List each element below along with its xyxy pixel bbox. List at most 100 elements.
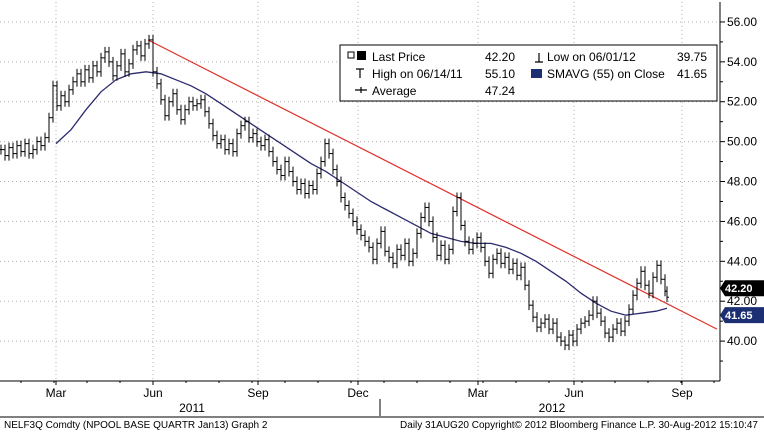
- price-bar: [527, 280, 531, 311]
- price-bar: [571, 330, 575, 347]
- last-price-tag: 42.20: [720, 280, 764, 297]
- legend: Last Price 42.20 Low on 06/01/12 39.75 H…: [339, 44, 718, 102]
- price-bar: [159, 78, 163, 105]
- price-bar: [331, 148, 335, 175]
- price-bar: [163, 94, 167, 121]
- footer-copyright: Daily 31AUG20 Copyright© 2012 Bloomberg …: [400, 420, 758, 431]
- price-bars: [0, 34, 669, 351]
- price-bar: [431, 216, 435, 243]
- price-bar: [443, 240, 447, 265]
- price-bar: [59, 90, 63, 111]
- legend-high-label: High on 06/14/11: [372, 67, 463, 81]
- price-bar: [519, 262, 523, 281]
- legend-square-filled-icon: [357, 51, 366, 60]
- price-bar: [639, 266, 643, 289]
- price-bar: [627, 304, 631, 327]
- price-bar: [599, 308, 603, 327]
- year-label: 2012: [539, 401, 566, 415]
- price-bar: [123, 48, 127, 77]
- legend-low-label: Low on 06/01/12: [547, 50, 636, 64]
- last-price-tag-text: 42.20: [725, 283, 753, 295]
- price-bar: [323, 138, 327, 167]
- price-bar: [7, 142, 11, 161]
- price-bar: [535, 312, 539, 333]
- price-bar: [467, 236, 471, 255]
- price-bar: [251, 128, 255, 143]
- footer-ticker: NELF3Q Comdty (NPOOL BASE QUARTR Jan13) …: [4, 420, 268, 431]
- y-tick-label: 48.00: [727, 175, 757, 189]
- price-bar: [135, 40, 139, 55]
- price-bar: [27, 138, 31, 159]
- price-bar: [491, 254, 495, 279]
- price-bar: [147, 34, 151, 49]
- price-bar: [435, 232, 439, 261]
- price-bar: [279, 164, 283, 181]
- price-bar: [635, 278, 639, 301]
- price-bar: [23, 138, 27, 157]
- price-bar: [403, 238, 407, 261]
- x-tick-label: Dec: [347, 386, 368, 400]
- smavg-line: [55, 71, 668, 316]
- price-bar: [339, 176, 343, 203]
- price-bar: [619, 318, 623, 337]
- price-bar: [647, 280, 651, 299]
- y-tick-label: 44.00: [727, 254, 757, 268]
- price-bar: [343, 192, 347, 211]
- price-bar: [439, 240, 443, 261]
- price-bar: [375, 238, 379, 265]
- price-bar: [155, 66, 159, 89]
- price-bar: [523, 262, 527, 291]
- price-bar: [55, 80, 59, 111]
- legend-last-price-value: 42.20: [485, 50, 515, 64]
- x-tick-label: Mar: [468, 386, 489, 400]
- price-bar: [287, 156, 291, 177]
- price-bar: [271, 146, 275, 167]
- price-bar: [111, 56, 115, 81]
- price-bar: [327, 138, 331, 159]
- trend-line: [147, 39, 718, 330]
- price-bar: [371, 242, 375, 265]
- y-tick-label: 46.00: [727, 214, 757, 228]
- price-bar: [367, 236, 371, 253]
- price-bar: [211, 118, 215, 141]
- price-bar: [115, 60, 119, 81]
- price-bar: [423, 202, 427, 223]
- price-bar: [71, 76, 75, 95]
- price-bar: [87, 64, 91, 83]
- price-bar: [451, 206, 455, 255]
- price-bar: [665, 286, 669, 303]
- price-bar: [183, 104, 187, 125]
- price-bar: [191, 96, 195, 111]
- year-labels: 2011 2012: [179, 399, 566, 416]
- price-bar: [355, 216, 359, 235]
- price-bar: [575, 324, 579, 347]
- price-bar: [391, 252, 395, 269]
- price-bar: [379, 226, 383, 249]
- legend-average-label: Average: [372, 84, 417, 98]
- price-bar: [567, 330, 571, 351]
- price-bar: [303, 178, 307, 199]
- price-bar: [119, 48, 123, 71]
- price-bar: [335, 164, 339, 187]
- price-bar: [551, 318, 555, 335]
- price-bar: [239, 120, 243, 139]
- price-bar: [255, 128, 259, 147]
- price-bar: [479, 232, 483, 253]
- price-bar: [243, 116, 247, 131]
- price-bar: [495, 248, 499, 265]
- legend-average-value: 47.24: [485, 84, 515, 98]
- price-bar: [235, 128, 239, 157]
- price-bar: [387, 246, 391, 263]
- price-bar: [659, 260, 663, 285]
- y-tick-label: 56.00: [727, 15, 757, 29]
- price-bar: [231, 138, 235, 157]
- price-bar: [643, 266, 647, 291]
- price-bar: [307, 180, 311, 199]
- price-bar: [99, 52, 103, 77]
- price-bar: [487, 256, 491, 279]
- price-bar: [247, 116, 251, 143]
- price-bar: [51, 80, 55, 123]
- price-bar: [591, 296, 595, 321]
- price-bar: [259, 136, 263, 151]
- legend-high-value: 55.10: [485, 67, 515, 81]
